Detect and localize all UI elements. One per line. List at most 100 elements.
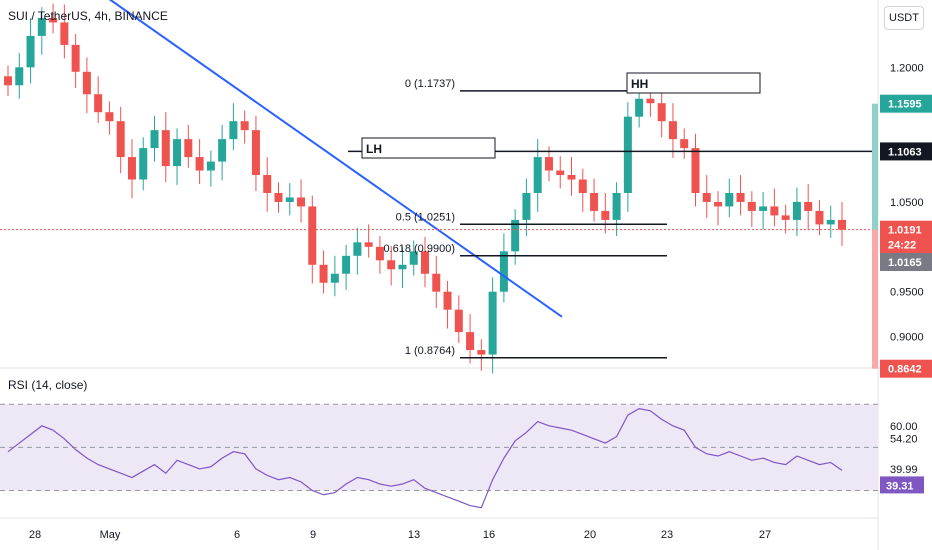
price-tick-label: 0.9500 xyxy=(890,287,924,299)
candle-body xyxy=(601,210,610,220)
candle-body xyxy=(511,219,520,252)
candle-body xyxy=(533,157,542,193)
candle-body xyxy=(488,291,497,355)
fib-label: 0 (1.1737) xyxy=(405,78,455,90)
candle-body xyxy=(477,350,486,355)
rsi-tick-label: 54.20 xyxy=(890,433,918,445)
annotation-label: LH xyxy=(366,142,382,156)
candle-body xyxy=(747,201,756,211)
candle-body xyxy=(251,130,260,176)
candle-body xyxy=(770,206,779,216)
annotation-label: HH xyxy=(631,77,648,91)
candle-body xyxy=(646,98,655,104)
candle-body xyxy=(714,201,723,207)
range-bar-up xyxy=(872,103,878,230)
rsi-title: RSI (14, close) xyxy=(8,378,88,392)
currency-button[interactable]: USDT xyxy=(884,6,924,30)
annotation-box xyxy=(361,137,496,159)
chart-title: SUI / TetherUS, 4h, BINANCE xyxy=(8,9,168,23)
candle-body xyxy=(375,246,384,261)
fib-label: 0.618 (0.9900) xyxy=(383,243,455,255)
candle-body xyxy=(680,139,689,149)
candle-body xyxy=(804,201,813,211)
price-tick-label: 1.2000 xyxy=(890,62,924,74)
candle-body xyxy=(364,242,373,247)
candle-body xyxy=(421,251,429,274)
time-tick-label: 27 xyxy=(759,529,771,541)
candle-body xyxy=(556,170,565,176)
time-tick-label: 20 xyxy=(584,529,596,541)
price-label-box xyxy=(880,235,932,254)
candle-body xyxy=(116,121,125,158)
price-label: 1.1595 xyxy=(888,99,922,111)
candle-body xyxy=(432,273,441,292)
candle-body xyxy=(330,273,339,283)
candle-body xyxy=(702,192,711,202)
price-label: 24:22 xyxy=(888,240,916,252)
candle-body xyxy=(466,332,475,351)
candle-body xyxy=(736,192,745,202)
candle-body xyxy=(263,175,272,193)
candle-body xyxy=(37,17,46,36)
price-label: 1.0191 xyxy=(888,225,922,237)
candle-body xyxy=(544,157,553,171)
candle-body xyxy=(578,179,587,193)
price-label: 1.1063 xyxy=(888,146,922,158)
candle-body xyxy=(691,148,700,193)
price-label-box xyxy=(880,359,932,378)
candle-body xyxy=(94,94,103,113)
price-label: 1.0165 xyxy=(888,257,922,269)
candle-body xyxy=(229,121,238,140)
candle-body xyxy=(387,260,396,270)
time-tick-label: 6 xyxy=(234,529,240,541)
rsi-value-box xyxy=(880,476,924,494)
candle-body xyxy=(590,192,599,211)
price-label-box xyxy=(880,220,932,239)
candle-body xyxy=(612,192,621,220)
trendline xyxy=(108,0,563,318)
time-tick-label: 28 xyxy=(29,529,41,541)
price-tick-label: 0.9000 xyxy=(890,332,924,344)
candle-body xyxy=(792,201,801,220)
candle-body xyxy=(409,251,418,265)
candle-body xyxy=(443,291,452,310)
candle-body xyxy=(657,103,666,122)
price-label-box xyxy=(880,94,932,113)
candle-body xyxy=(206,161,215,171)
candle-body xyxy=(71,44,80,72)
candle-body xyxy=(567,175,576,180)
fib-label: 1 (0.8764) xyxy=(405,345,455,357)
candle-body xyxy=(454,309,463,333)
candle-body xyxy=(815,210,824,225)
candle-body xyxy=(82,71,91,95)
candle-body xyxy=(297,197,306,207)
candle-body xyxy=(184,139,193,158)
price-tick-label: 1.0500 xyxy=(890,197,924,209)
candle-body xyxy=(398,264,407,270)
candle-body xyxy=(353,242,362,256)
price-label-box xyxy=(880,142,932,161)
range-bar-down xyxy=(872,229,878,369)
time-tick-label: 16 xyxy=(483,529,495,541)
candle-body xyxy=(105,112,114,122)
candle-body xyxy=(127,157,136,180)
candle-body xyxy=(635,98,644,117)
candle-body xyxy=(826,219,835,225)
time-tick-label: May xyxy=(100,529,121,541)
candle-body xyxy=(195,157,204,171)
price-label: 0.8642 xyxy=(888,364,922,376)
rsi-value-label: 39.31 xyxy=(886,480,914,492)
time-tick-label: 13 xyxy=(408,529,420,541)
candle-body xyxy=(522,192,531,220)
candle-body xyxy=(499,251,508,292)
candle-body xyxy=(838,219,846,230)
annotation-box xyxy=(626,72,761,94)
candle-body xyxy=(319,264,328,283)
candle-body xyxy=(725,192,734,207)
time-tick-label: 23 xyxy=(661,529,673,541)
candle-body xyxy=(26,35,35,68)
price-label-box xyxy=(880,253,932,272)
candle-body xyxy=(781,215,790,220)
candle-body xyxy=(342,255,351,274)
